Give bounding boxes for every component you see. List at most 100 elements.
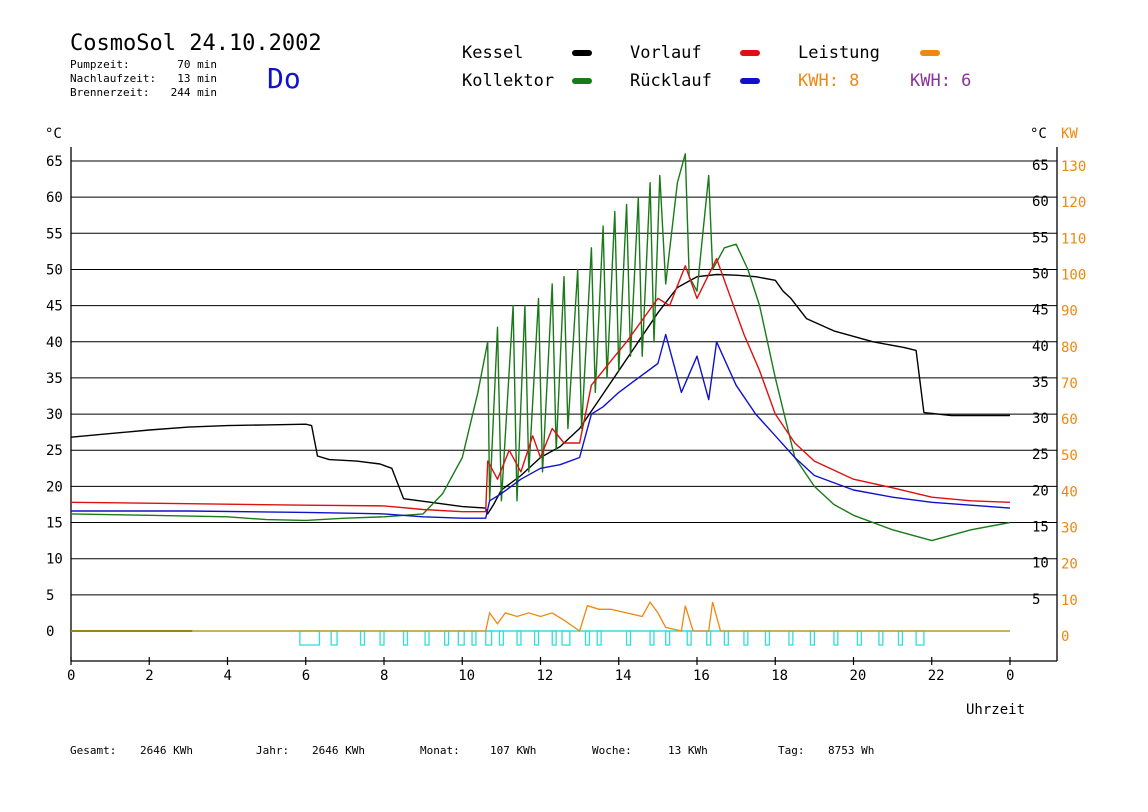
y-tick-label-right-power: 130 [1061, 159, 1086, 175]
x-tick-label: 16 [693, 668, 710, 684]
legend-vorlauf-label: Vorlauf [630, 43, 702, 63]
pump-on-marker [533, 630, 540, 646]
right-axis-unit-temp: °C [1030, 126, 1047, 142]
tag-label: Tag: [778, 744, 805, 757]
pump-on-marker [457, 630, 465, 646]
legend-kessel-swatch [572, 50, 592, 56]
pumpzeit-value: 70 min [177, 58, 217, 71]
y-tick-label-right-power: 70 [1061, 376, 1078, 392]
pump-on-marker [878, 630, 884, 646]
x-tick-label: 8 [380, 668, 388, 684]
y-tick-label-left: 50 [46, 262, 63, 278]
legend-vorlauf-swatch [740, 50, 760, 56]
grid-lines [71, 160, 1057, 596]
pumpzeit-label: Pumpzeit: [70, 58, 130, 71]
x-tick-label: 0 [67, 668, 75, 684]
y-tick-label-right-temp: 50 [1032, 266, 1049, 282]
legend-kwh1: KWH: 8 [798, 71, 859, 91]
series-ruecklauf-line [71, 333, 1011, 519]
y-tick-label-right-temp: 45 [1032, 303, 1049, 319]
pump-on-marker [485, 630, 493, 646]
pump-on-marker [584, 630, 591, 646]
y-tick-label-right-power: 50 [1061, 448, 1078, 464]
pump-on-marker [856, 630, 862, 646]
y-tick-label-left: 30 [46, 407, 63, 423]
y-tick-label-right-power: 60 [1061, 412, 1078, 428]
y-tick-label-right-power: 110 [1061, 231, 1086, 247]
y-tick-label-right-power: 90 [1061, 304, 1078, 320]
pump-on-marker [809, 630, 816, 646]
axes [70, 147, 1058, 665]
y-tick-label-left: 15 [46, 516, 63, 532]
jahr-value: 2646 KWh [312, 744, 365, 757]
y-tick-label-right-power: 100 [1061, 267, 1086, 283]
pump-on-marker [625, 630, 632, 646]
nachlaufzeit-label: Nachlaufzeit: [70, 72, 156, 85]
y-tick-label-left: 55 [46, 226, 63, 242]
y-tick-label-right-temp: 40 [1032, 339, 1049, 355]
y-tick-label-left: 45 [46, 299, 63, 315]
x-tick-label: 4 [224, 668, 232, 684]
pump-indicator [71, 630, 1010, 646]
legend-leistung-label: Leistung [798, 43, 880, 63]
monat-value: 107 KWh [490, 744, 536, 757]
brennerzeit-label: Brennerzeit: [70, 86, 149, 99]
series-vorlauf-line [70, 257, 1011, 513]
x-tick-label: 6 [302, 668, 310, 684]
woche-value: 13 KWh [668, 744, 708, 757]
tag-value: 8753 Wh [828, 744, 874, 757]
pump-on-marker [665, 630, 671, 646]
pump-on-marker [379, 630, 385, 646]
pump-on-marker [402, 630, 409, 646]
y-tick-label-right-power: 40 [1061, 484, 1078, 500]
y-tick-label-right-temp: 5 [1032, 592, 1040, 608]
pump-on-marker [516, 630, 522, 646]
pump-on-marker [498, 630, 504, 646]
legend-ruecklauf-label: Rücklauf [630, 71, 712, 91]
y-tick-label-right-temp: 35 [1032, 375, 1049, 391]
y-tick-label-right-power: 120 [1061, 195, 1086, 211]
y-tick-label-right-temp: 10 [1032, 556, 1049, 572]
y-tick-label-left: 65 [46, 154, 63, 170]
pump-on-marker [330, 630, 338, 646]
y-tick-label-right-temp: 15 [1032, 520, 1049, 536]
pump-on-marker [596, 630, 602, 646]
footer-totals: Gesamt: 2646 KWh Jahr: 2646 KWh Monat: 1… [70, 744, 874, 757]
legend-kwh2: KWH: 6 [910, 71, 971, 91]
pump-on-marker [723, 630, 729, 646]
pump-on-marker [788, 630, 794, 646]
pump-on-marker [424, 630, 430, 646]
y-tick-label-left: 10 [46, 552, 63, 568]
y-tick-label-right-temp: 25 [1032, 447, 1049, 463]
x-tick-label: 22 [928, 668, 945, 684]
weekday-label: Do [267, 62, 301, 95]
legend-ruecklauf-swatch [740, 78, 760, 84]
legend-kessel-label: Kessel [462, 43, 523, 63]
legend-kollektor-swatch [572, 78, 592, 84]
y-tick-label-right-power: 0 [1061, 629, 1069, 645]
pump-on-marker [833, 630, 839, 646]
legend: Kessel Kollektor Vorlauf Rücklauf Leistu… [462, 43, 971, 91]
nachlaufzeit-value: 13 min [177, 72, 217, 85]
tick-labels: 0510152025303540455055606551015202530354… [46, 154, 1086, 684]
x-tick-label: 20 [850, 668, 867, 684]
series-kessel-line [70, 273, 1010, 515]
x-tick-label: 0 [1006, 668, 1014, 684]
y-tick-label-right-temp: 30 [1032, 411, 1049, 427]
brennerzeit-value: 244 min [171, 86, 217, 99]
pump-on-marker [443, 630, 450, 646]
x-tick-label: 10 [458, 668, 475, 684]
pump-on-marker [743, 630, 749, 646]
pump-on-marker [706, 630, 712, 646]
pump-on-marker [359, 630, 366, 646]
pump-on-marker [561, 630, 571, 646]
pump-on-marker [686, 630, 692, 646]
x-axis-label: Uhrzeit [966, 702, 1025, 718]
monat-label: Monat: [420, 744, 460, 757]
pump-on-marker [649, 630, 655, 646]
chart-title: CosmoSol 24.10.2002 [70, 31, 322, 56]
legend-kollektor-label: Kollektor [462, 71, 554, 91]
gesamt-value: 2646 KWh [140, 744, 193, 757]
y-tick-label-right-power: 80 [1061, 340, 1078, 356]
woche-label: Woche: [592, 744, 632, 757]
